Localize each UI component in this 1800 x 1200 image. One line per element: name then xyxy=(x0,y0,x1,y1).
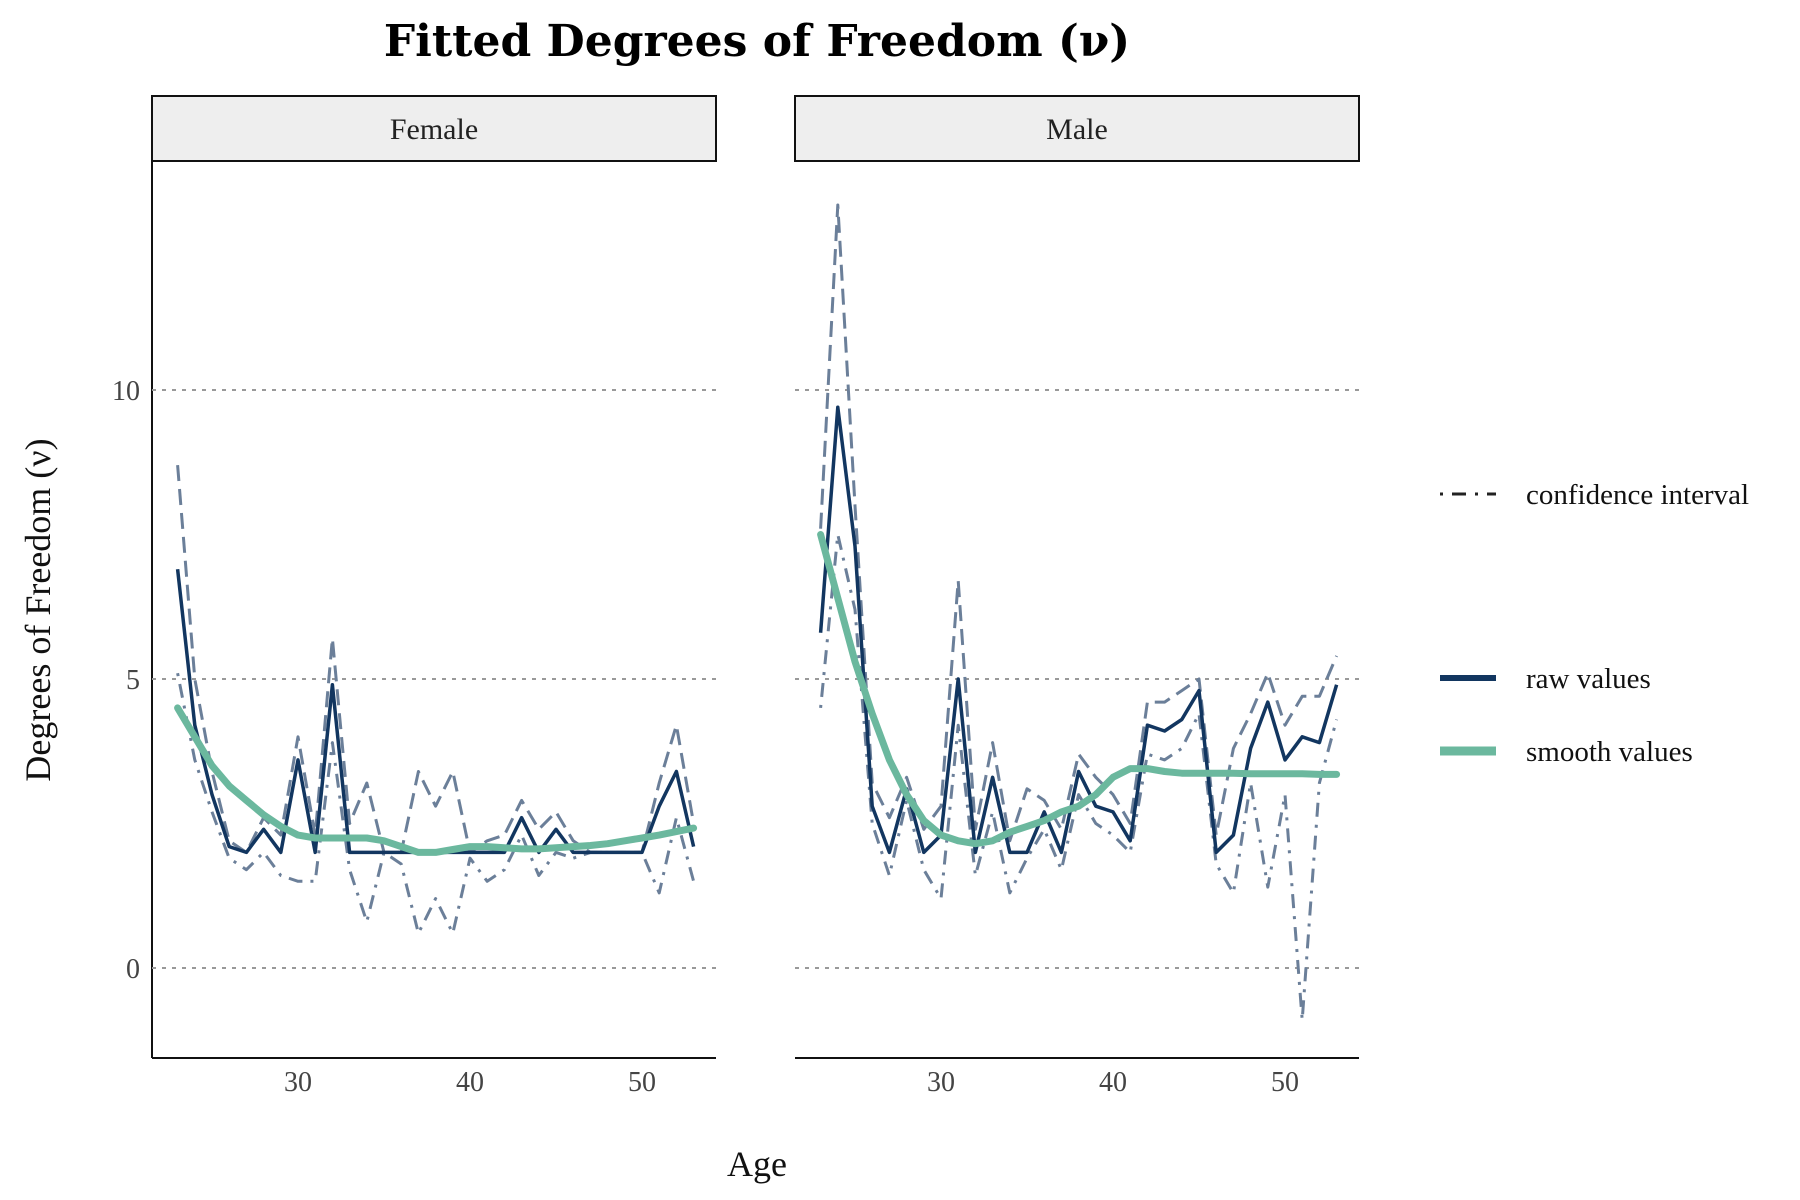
legend-label-raw: raw values xyxy=(1526,663,1651,695)
gridlines-female xyxy=(152,389,716,969)
ci-lines-male xyxy=(819,203,1339,1022)
smooth-line-male-group xyxy=(817,531,1341,848)
smooth-values-line xyxy=(817,531,1341,848)
ci-upper-line xyxy=(819,203,1338,843)
x-ticks-male: 30 40 50 xyxy=(927,1067,1299,1098)
y-tick-labels: 0 5 10 xyxy=(112,376,140,985)
x-tick-label: 50 xyxy=(628,1067,656,1098)
x-ticks-female: 30 40 50 xyxy=(284,1067,656,1098)
smooth-values-line xyxy=(174,704,698,856)
raw-values-line xyxy=(818,405,1339,855)
legend-label-ci: confidence interval xyxy=(1526,479,1749,511)
legend-label-smooth: smooth values xyxy=(1526,736,1693,768)
strip-label-female: Female xyxy=(390,113,478,146)
x-tick-label: 30 xyxy=(284,1067,312,1098)
x-tick-label: 40 xyxy=(456,1067,484,1098)
x-tick-label: 30 xyxy=(927,1067,955,1098)
y-axis-title: Degrees of Freedom (ν) xyxy=(18,438,58,781)
panel-male: Male 30 40 50 xyxy=(794,95,1360,1098)
ci-lines-female xyxy=(176,464,696,935)
ci-upper-line xyxy=(176,464,696,854)
y-tick-label: 10 xyxy=(112,376,140,407)
smooth-line-female-group xyxy=(174,704,698,856)
strip-male xyxy=(794,95,1360,162)
panel-female: Female 30 40 50 xyxy=(151,95,717,1098)
strip-label-male: Male xyxy=(1046,113,1108,146)
ci-lower-line xyxy=(819,533,1339,1022)
x-tick-label: 50 xyxy=(1271,1067,1299,1098)
chart-title: Fitted Degrees of Freedom (ν) xyxy=(384,16,1130,67)
raw-line-male-group xyxy=(818,405,1339,855)
x-axis-title: Age xyxy=(727,1144,787,1184)
strip-female xyxy=(151,95,717,162)
legend: confidence interval raw values smooth va… xyxy=(1440,479,1749,768)
gridlines-male xyxy=(795,389,1359,969)
x-tick-label: 40 xyxy=(1099,1067,1127,1098)
y-tick-label: 0 xyxy=(126,954,140,985)
y-tick-label: 5 xyxy=(126,665,140,696)
